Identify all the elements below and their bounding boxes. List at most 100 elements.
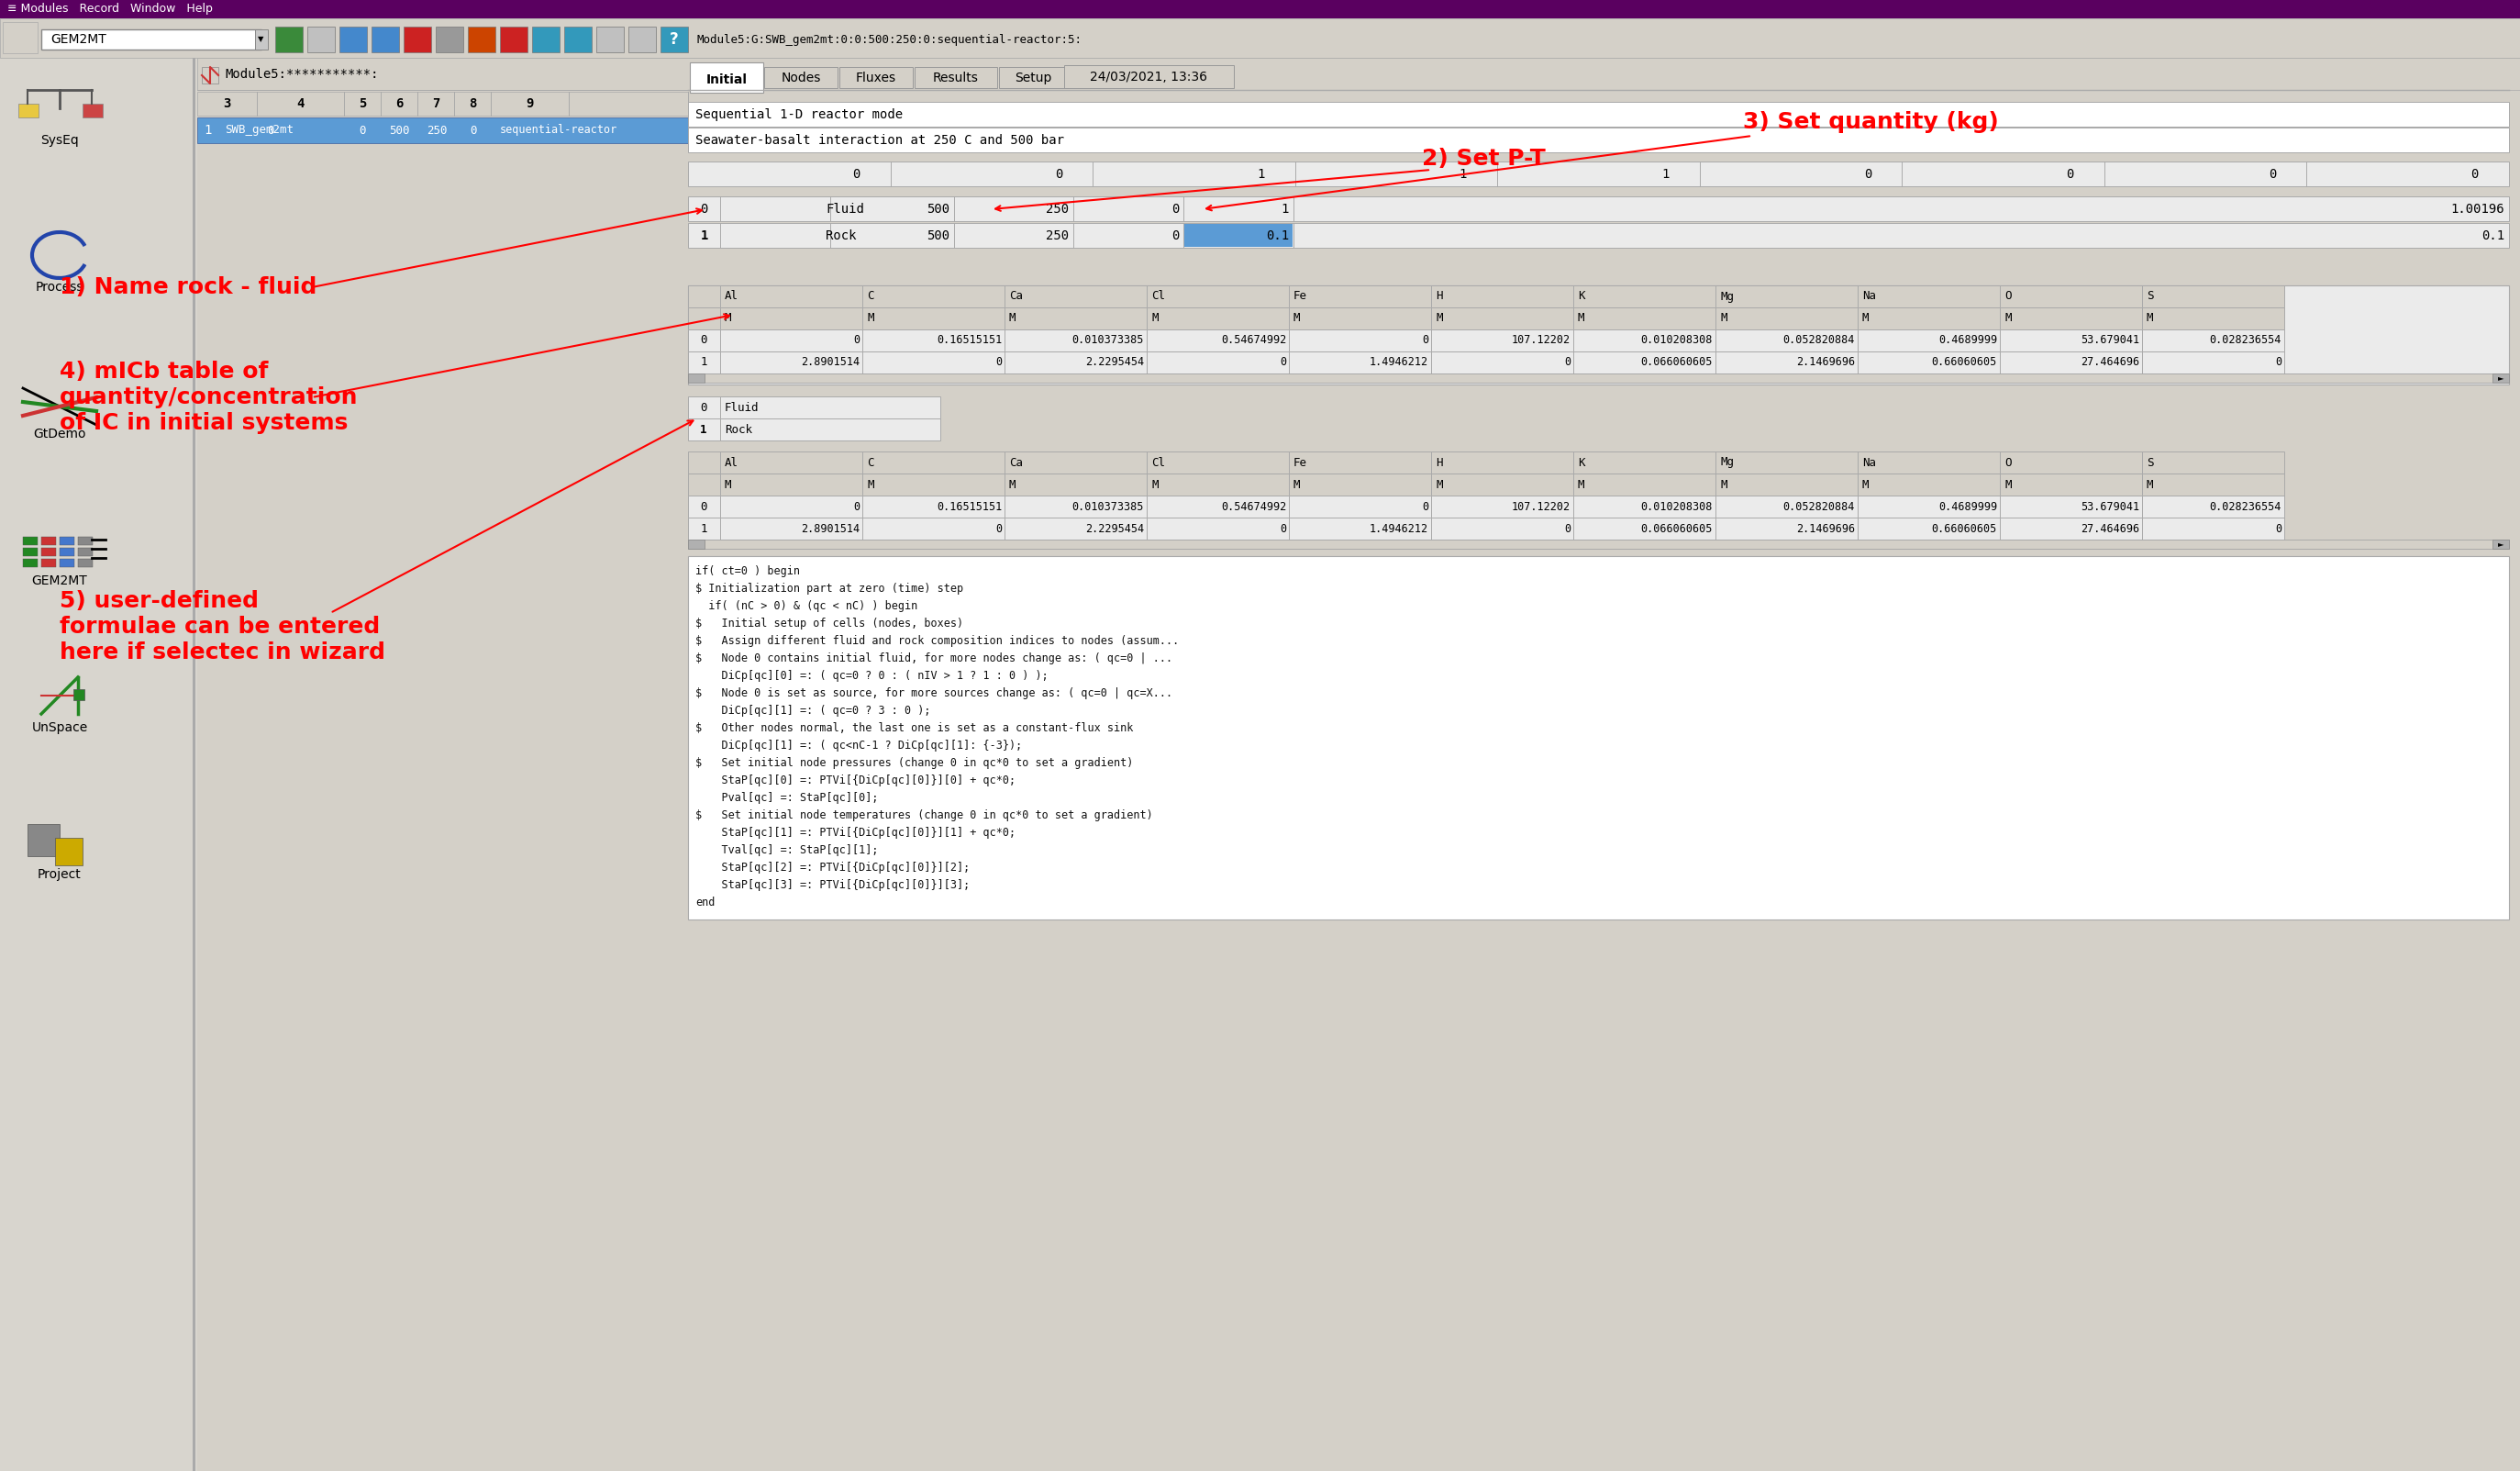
Text: 0: 0 (1421, 500, 1429, 512)
Bar (688, 496, 721, 518)
Text: 1: 1 (701, 229, 708, 243)
Bar (1857, 474, 2001, 496)
Text: Nodes: Nodes (781, 72, 822, 84)
Bar (1147, 518, 1288, 540)
Text: 5) user-defined
formulae can be entered
here if selectec in wizard: 5) user-defined formulae can be entered … (60, 590, 386, 663)
Text: K: K (1578, 456, 1585, 468)
Bar (688, 196, 2510, 221)
Text: 0.010208308: 0.010208308 (1641, 500, 1714, 512)
Text: 0: 0 (854, 500, 859, 512)
Text: Al: Al (726, 290, 738, 303)
Text: 27.464696: 27.464696 (2082, 522, 2139, 534)
Bar (688, 374, 2510, 382)
Text: M: M (1436, 478, 1441, 490)
Text: 1: 1 (1459, 168, 1467, 181)
Bar (688, 128, 2510, 153)
Bar (690, 62, 764, 93)
Bar (1288, 496, 1431, 518)
Bar (0, 0, 2520, 18)
Text: 0.052820884: 0.052820884 (1784, 500, 1855, 512)
Bar (1147, 452, 1288, 474)
Text: 2.1469696: 2.1469696 (1797, 522, 1855, 534)
Text: M: M (1721, 312, 1726, 325)
Bar (839, 68, 912, 88)
Text: 0: 0 (852, 168, 859, 181)
Bar (197, 91, 688, 116)
Text: 0: 0 (267, 125, 275, 137)
Text: $   Set initial node pressures (change 0 in qc*0 to set a gradient): $ Set initial node pressures (change 0 i… (696, 758, 1134, 769)
Text: 1.4946212: 1.4946212 (1368, 522, 1429, 534)
Text: 1: 1 (204, 124, 212, 137)
Bar (60, 537, 73, 546)
Bar (1716, 330, 1857, 352)
Text: Setup: Setup (1016, 72, 1051, 84)
Text: 0: 0 (1865, 168, 1872, 181)
Text: Rock: Rock (726, 424, 753, 435)
Bar (688, 452, 721, 474)
Text: M: M (1008, 478, 1016, 490)
Text: 9: 9 (527, 97, 534, 110)
Text: 250: 250 (1046, 203, 1068, 216)
Bar (2001, 452, 2142, 474)
Bar (73, 688, 83, 700)
Bar (688, 352, 721, 374)
Text: if( ct=0 ) begin: if( ct=0 ) begin (696, 565, 799, 577)
Text: 0.4689999: 0.4689999 (1938, 334, 1998, 346)
Bar (688, 540, 706, 549)
Bar (1857, 518, 2001, 540)
Text: UnSpace: UnSpace (33, 721, 88, 734)
Bar (721, 330, 862, 352)
Bar (18, 380, 101, 443)
Bar (1431, 518, 1572, 540)
Bar (18, 819, 101, 884)
Bar (18, 232, 101, 296)
Bar (1005, 285, 1147, 307)
Bar (862, 474, 1005, 496)
Text: Process: Process (35, 281, 83, 294)
Bar (1147, 330, 1288, 352)
Text: Sequential 1-D reactor mode: Sequential 1-D reactor mode (696, 109, 902, 121)
Bar (18, 103, 38, 118)
Text: if( (nC > 0) & (qc < nC) ) begin: if( (nC > 0) & (qc < nC) ) begin (696, 600, 917, 612)
Bar (532, 26, 559, 53)
Bar (2001, 518, 2142, 540)
Text: Mg: Mg (1721, 456, 1734, 468)
Bar (688, 418, 721, 440)
Text: $   Set initial node temperatures (change 0 in qc*0 to set a gradient): $ Set initial node temperatures (change … (696, 809, 1152, 821)
Text: S: S (2147, 290, 2155, 303)
Text: 2.1469696: 2.1469696 (1797, 356, 1855, 368)
Bar (1005, 307, 1147, 330)
Text: M: M (726, 312, 731, 325)
Text: 0: 0 (1565, 522, 1570, 534)
Text: 0: 0 (995, 356, 1003, 368)
Bar (197, 118, 688, 143)
Text: 2) Set P-T: 2) Set P-T (1421, 147, 1545, 169)
Bar (469, 26, 496, 53)
Text: M: M (1293, 478, 1300, 490)
Bar (721, 474, 862, 496)
Text: $ Initialization part at zero (time) step: $ Initialization part at zero (time) ste… (696, 583, 963, 594)
Bar (1572, 352, 1716, 374)
Text: M: M (2147, 312, 2155, 325)
Bar (202, 68, 219, 84)
Bar (721, 418, 940, 440)
Bar (721, 307, 862, 330)
Text: 0.010373385: 0.010373385 (1071, 500, 1144, 512)
Text: H: H (1436, 290, 1441, 303)
Text: 0.066060605: 0.066060605 (1641, 522, 1714, 534)
Text: 53.679041: 53.679041 (2082, 500, 2139, 512)
Bar (1005, 518, 1147, 540)
Text: $   Node 0 is set as source, for more sources change as: ( qc=0 | qc=X...: $ Node 0 is set as source, for more sour… (696, 687, 1172, 699)
Bar (1005, 352, 1147, 374)
Text: O: O (2003, 290, 2011, 303)
Text: M: M (726, 478, 731, 490)
Text: 2.8901514: 2.8901514 (801, 356, 859, 368)
Bar (1063, 65, 1235, 88)
Bar (2142, 474, 2283, 496)
Text: Cl: Cl (1152, 290, 1164, 303)
Text: M: M (1436, 312, 1441, 325)
Text: 5: 5 (358, 97, 365, 110)
Text: SysEq: SysEq (40, 134, 78, 147)
Bar (1431, 307, 1572, 330)
Text: 0: 0 (1565, 356, 1570, 368)
